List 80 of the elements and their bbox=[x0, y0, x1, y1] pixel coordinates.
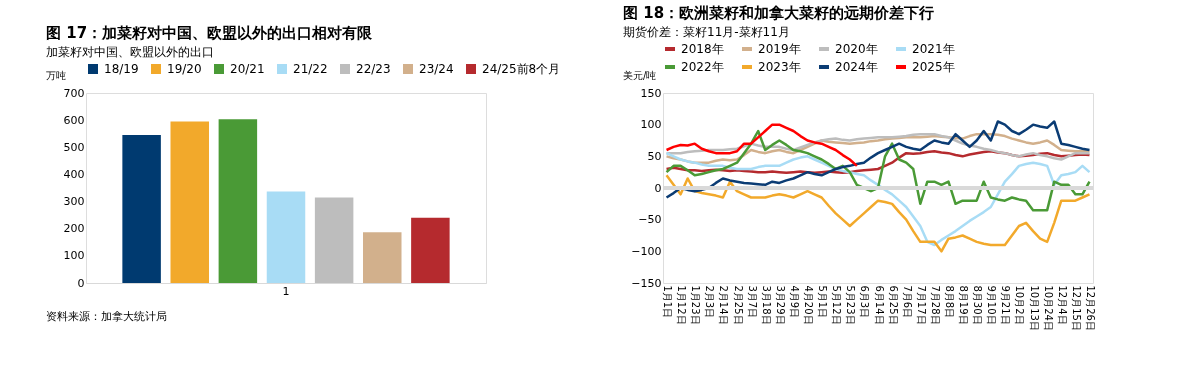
bar bbox=[314, 197, 354, 283]
legend-label: 2022年 bbox=[681, 60, 724, 74]
legend-label: 2019年 bbox=[758, 42, 801, 56]
y-axis-title: 万吨 bbox=[46, 70, 66, 81]
y-tick-label: 150 bbox=[640, 86, 662, 100]
legend-label: 23/24 bbox=[419, 62, 454, 76]
y-tick-label: 700 bbox=[63, 86, 85, 100]
legend-label: 18/19 bbox=[104, 62, 139, 76]
legend-label: 19/20 bbox=[167, 62, 202, 76]
chart-title: 图 18：欧洲菜籽和加拿大菜籽的远期价差下行 bbox=[623, 4, 935, 22]
x-tick-label: 4月9日 bbox=[788, 285, 800, 319]
bar bbox=[218, 119, 258, 283]
x-tick-label: 2月14日 bbox=[718, 285, 730, 325]
line-series bbox=[665, 174, 1091, 253]
x-tick-label: 1月12日 bbox=[676, 285, 688, 325]
x-tick-label: 8月30日 bbox=[972, 285, 984, 325]
bar bbox=[266, 191, 306, 283]
x-tick-label: 9月10日 bbox=[986, 285, 998, 325]
x-tick-label: 1月1日 bbox=[662, 285, 674, 319]
x-tick-label: 7月6日 bbox=[901, 285, 913, 319]
x-tick-label: 8月8日 bbox=[943, 285, 955, 319]
y-tick-label: 100 bbox=[640, 118, 662, 132]
legend-label: 21/22 bbox=[293, 62, 328, 76]
x-tick-label: 5月23日 bbox=[845, 285, 857, 325]
x-tick-label: 6月14日 bbox=[873, 285, 885, 325]
x-tick-label: 6月3日 bbox=[859, 285, 871, 319]
chart-title: 图 17：加菜籽对中国、欧盟以外的出口相对有限 bbox=[46, 24, 374, 42]
x-tick-label: 12月15日 bbox=[1070, 285, 1082, 331]
y-tick-label: 0 bbox=[77, 276, 85, 290]
line-series bbox=[665, 120, 1091, 199]
legend-label: 2020年 bbox=[835, 42, 878, 56]
x-tick-label: 3月18日 bbox=[760, 285, 772, 325]
y-tick-label: 300 bbox=[63, 195, 85, 209]
x-tick-label: 12月26日 bbox=[1084, 285, 1096, 331]
x-tick-label: 1 bbox=[282, 284, 290, 298]
legend-label: 22/23 bbox=[356, 62, 391, 76]
x-tick-label: 7月17日 bbox=[915, 285, 927, 325]
y-tick-label: 600 bbox=[63, 113, 85, 127]
legend-label: 20/21 bbox=[230, 62, 265, 76]
y-tick-label: 100 bbox=[63, 249, 85, 263]
legend-label: 2023年 bbox=[758, 60, 801, 74]
line-series bbox=[665, 123, 859, 168]
y-tick-label: −150 bbox=[631, 276, 662, 290]
bar bbox=[122, 135, 161, 283]
x-tick-label: 3月7日 bbox=[746, 285, 758, 319]
y-axis-title: 美元/吨 bbox=[623, 70, 657, 81]
x-tick-label: 2月3日 bbox=[704, 285, 716, 319]
x-tick-label: 4月20日 bbox=[803, 285, 815, 325]
y-tick-label: 50 bbox=[647, 149, 662, 163]
x-tick-label: 5月12日 bbox=[831, 285, 843, 325]
legend-label: 2021年 bbox=[912, 42, 955, 56]
chart-subtitle: 加菜籽对中国、欧盟以外的出口 bbox=[46, 45, 214, 59]
x-tick-label: 7月28日 bbox=[929, 285, 941, 325]
line-series bbox=[665, 151, 1091, 247]
y-tick-label: 500 bbox=[63, 140, 85, 154]
x-tick-label: 10月24日 bbox=[1042, 285, 1054, 331]
y-tick-label: 400 bbox=[63, 167, 85, 181]
y-tick-label: −50 bbox=[638, 213, 662, 227]
legend-label: 24/25前8个月 bbox=[482, 62, 561, 76]
bar bbox=[363, 232, 402, 283]
x-tick-label: 6月25日 bbox=[887, 285, 899, 325]
x-tick-label: 10月13日 bbox=[1028, 285, 1040, 331]
y-tick-label: 200 bbox=[63, 222, 85, 236]
x-tick-label: 10月2日 bbox=[1014, 285, 1026, 325]
y-tick-label: 0 bbox=[654, 181, 662, 195]
text: 资料来源：加拿大统计局 bbox=[46, 310, 167, 323]
bar bbox=[170, 121, 209, 283]
legend-label: 2024年 bbox=[835, 60, 878, 74]
x-tick-label: 2月25日 bbox=[732, 285, 744, 325]
x-tick-label: 5月1日 bbox=[817, 285, 829, 319]
x-tick-label: 3月29日 bbox=[774, 285, 786, 325]
y-tick-label: −100 bbox=[631, 244, 662, 258]
bar bbox=[411, 217, 450, 283]
legend-label: 2018年 bbox=[681, 42, 724, 56]
x-tick-label: 12月4日 bbox=[1056, 285, 1068, 325]
x-tick-label: 8月19日 bbox=[958, 285, 970, 325]
x-tick-label: 1月23日 bbox=[690, 285, 702, 325]
legend-label: 2025年 bbox=[912, 60, 955, 74]
x-tick-label: 9月21日 bbox=[1000, 285, 1012, 325]
chart-subtitle: 期货价差：菜籽11月-菜籽11月 bbox=[623, 25, 790, 39]
